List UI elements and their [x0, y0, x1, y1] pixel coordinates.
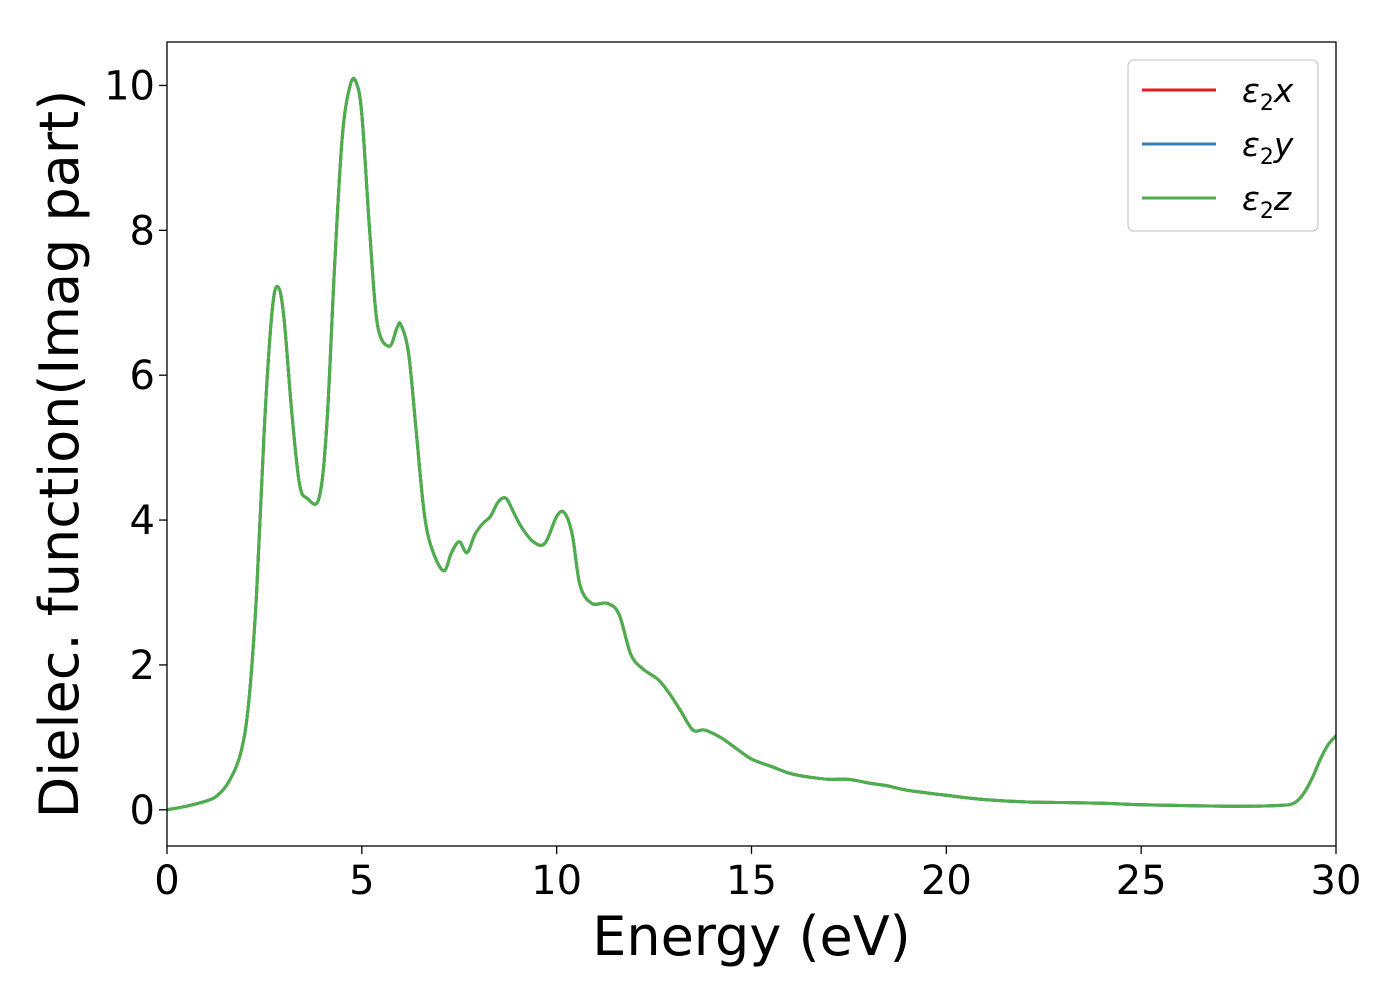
y-tick-label: 0 — [130, 788, 155, 834]
legend-subscript: 2 — [1260, 199, 1274, 224]
x-tick-label: 30 — [1311, 858, 1362, 904]
legend-axis: x — [1273, 71, 1294, 110]
legend-symbol: ε — [1242, 71, 1260, 110]
y-tick-label: 6 — [130, 353, 155, 399]
series-line-z — [167, 76, 1336, 812]
legend-symbol: ε — [1242, 125, 1260, 164]
legend-box — [1127, 59, 1319, 232]
x-tick-label: 5 — [349, 858, 374, 904]
y-tick-label: 10 — [104, 63, 155, 109]
legend-axis: z — [1273, 179, 1292, 218]
x-tick-label: 0 — [154, 858, 179, 904]
x-axis-label: Energy (eV) — [592, 905, 911, 968]
legend-label: ε2y — [1242, 125, 1294, 170]
legend-item: ε2x — [1142, 71, 1294, 116]
y-axis-ticks: 0 2 4 6 8 10 — [104, 63, 167, 834]
y-tick-label: 2 — [130, 643, 155, 689]
x-tick-label: 25 — [1116, 858, 1167, 904]
y-axis-label: Dielec. function(Imag part) — [28, 90, 91, 819]
legend-item: ε2y — [1142, 125, 1294, 170]
y-tick-label: 8 — [130, 208, 155, 254]
series-layer — [167, 76, 1336, 812]
y-tick-label: 4 — [130, 498, 155, 544]
x-tick-label: 20 — [921, 858, 972, 904]
x-axis-ticks: 0 5 10 15 20 25 30 — [154, 846, 1361, 904]
legend-label: ε2x — [1242, 71, 1294, 116]
legend-subscript: 2 — [1260, 91, 1274, 116]
x-tick-label: 10 — [531, 858, 582, 904]
legend-symbol: ε — [1242, 179, 1260, 218]
legend-subscript: 2 — [1260, 145, 1274, 170]
legend-axis: y — [1273, 125, 1294, 164]
legend-label: ε2z — [1242, 179, 1292, 224]
x-tick-label: 15 — [726, 858, 777, 904]
legend-item: ε2z — [1142, 179, 1292, 224]
